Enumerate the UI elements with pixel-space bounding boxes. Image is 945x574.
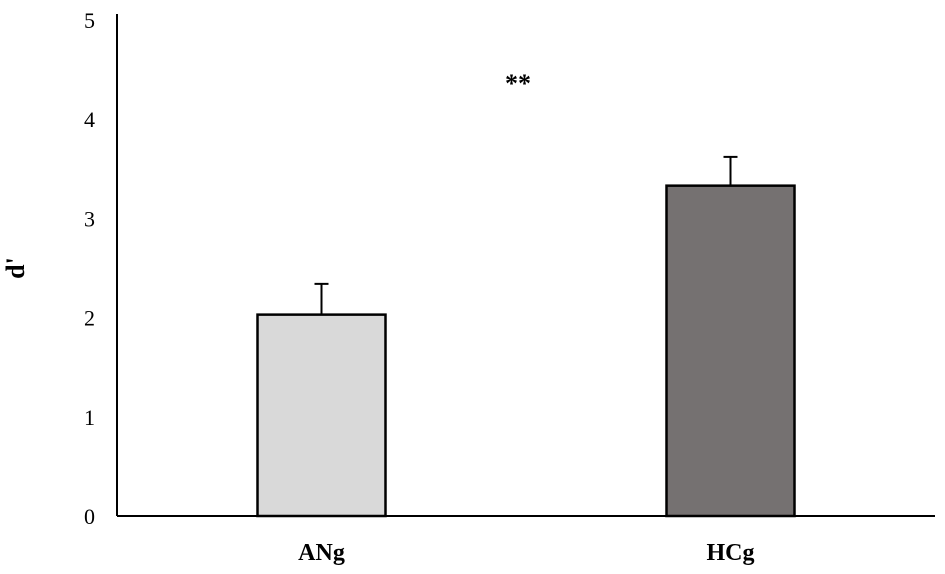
x-axis-labels: ANg HCg [298,540,754,566]
y-tick-label: 0 [84,504,95,529]
significance-marker: ** [505,69,531,98]
bar-ang [256,313,387,518]
y-axis-title: d' [1,257,30,279]
y-tick-label: 5 [84,8,95,33]
y-axis-ticks: 0 1 2 3 4 5 [84,8,95,529]
y-tick-label: 3 [84,206,95,231]
y-tick-label: 2 [84,306,95,331]
bars-group [256,155,796,518]
y-tick-label: 1 [84,405,95,430]
y-tick-label: 4 [84,107,95,132]
x-tick-label-ang: ANg [298,540,345,566]
x-tick-label-hcg: HCg [707,540,755,566]
bar-hcg [665,184,796,518]
